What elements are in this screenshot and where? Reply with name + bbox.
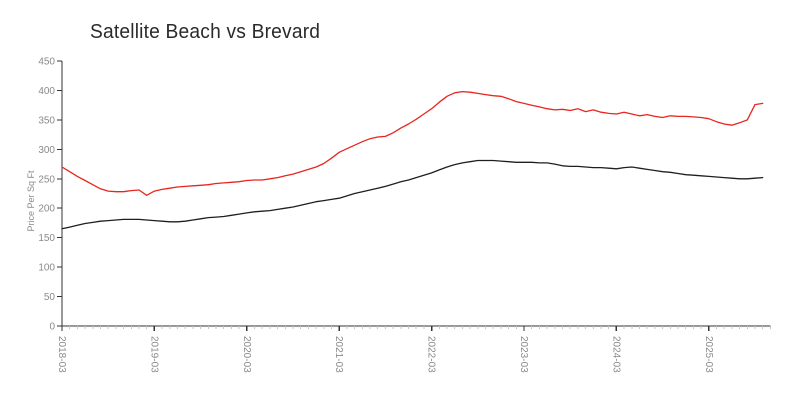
y-tick-label: 250 [38, 174, 55, 185]
x-tick-label: 2021-03 [333, 336, 344, 373]
series-line-brevard [61, 159, 764, 230]
series-line-satellite-beach [61, 90, 764, 196]
y-tick-label: 350 [38, 115, 55, 126]
x-tick-label: 2019-03 [148, 336, 159, 373]
x-tick-label: 2018-03 [56, 336, 67, 373]
y-tick-label: 200 [38, 204, 55, 215]
y-tick-label: 50 [44, 292, 56, 303]
chart-title: Satellite Beach vs Brevard [90, 21, 321, 43]
x-tick-label: 2024-03 [610, 336, 621, 373]
x-tick-label: 2022-03 [426, 336, 437, 373]
x-tick-label: 2020-03 [241, 336, 252, 373]
y-tick-label: 400 [38, 86, 55, 97]
x-tick-label: 2025-03 [703, 336, 714, 373]
y-tick-label: 450 [38, 57, 55, 68]
x-tick-label: 2023-03 [518, 336, 529, 373]
y-tick-label: 0 [49, 322, 55, 333]
y-tick-label: 150 [38, 233, 55, 244]
y-tick-label: 300 [38, 145, 55, 156]
y-tick-label: 100 [38, 263, 55, 274]
